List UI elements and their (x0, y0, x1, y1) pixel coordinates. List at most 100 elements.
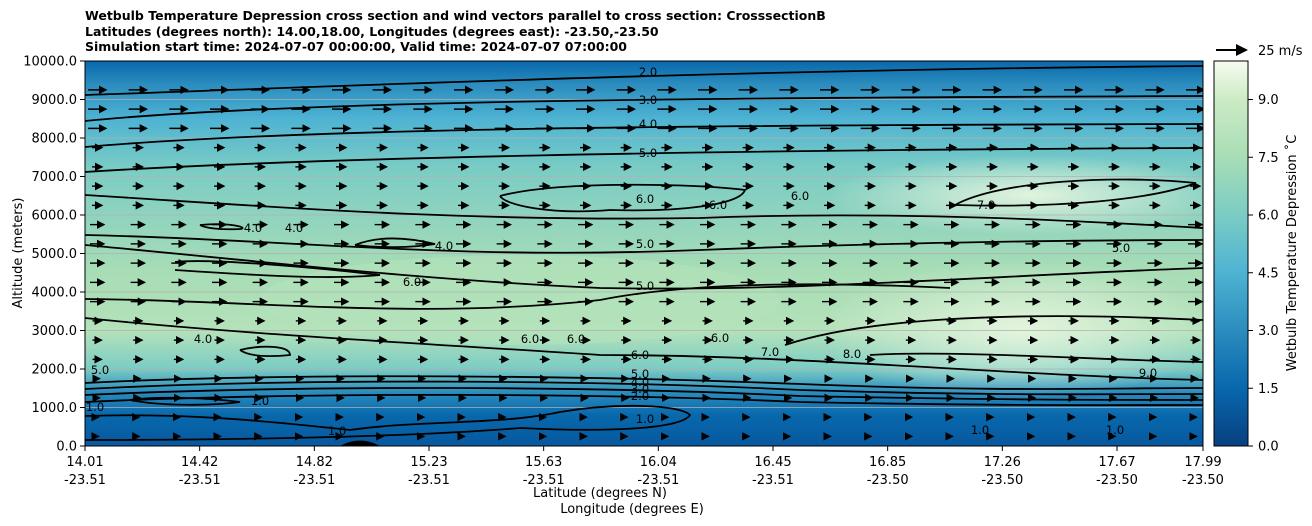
contour-line (85, 393, 1203, 407)
mid-layer-patch (260, 255, 780, 345)
contour-label: 1.0 (86, 400, 104, 414)
colorbar-tick-label: 7.5 (1258, 151, 1279, 166)
wind-vectors (88, 85, 1203, 441)
contour-label: 6.0 (567, 332, 585, 346)
contour-line (85, 380, 1203, 396)
contour-line (85, 244, 1203, 290)
contour-line (85, 375, 1203, 390)
contour-label: 2.0 (631, 389, 649, 403)
x-tick-label-lon: -23.51 (637, 473, 679, 488)
contour-line (499, 183, 747, 213)
contour-label: 5.0 (636, 279, 654, 293)
contour-label: 6.0 (711, 331, 729, 345)
x-axis-label-longitude: Longitude (degrees E) (560, 502, 704, 517)
x-tick-label-lat: 16.45 (754, 455, 791, 470)
y-axis-label: Altitude (meters) (11, 198, 26, 309)
y-axis: 0.0 1000.0 2000.0 3000.0 4000.0 5000.0 6000.0 7… (23, 55, 85, 455)
contour-label: 1.0 (1106, 423, 1124, 437)
contour-label: 1.0 (636, 412, 654, 426)
x-tick-label-lat: 17.67 (1098, 455, 1135, 470)
colorbar-tick-label: 1.5 (1258, 382, 1279, 397)
x-tick-label-lon: -23.50 (867, 473, 909, 488)
contour-label: 4.0 (285, 221, 303, 235)
contour-line (85, 317, 1203, 381)
y-tick-label: 0.0 (56, 440, 77, 455)
contour-label: 5.0 (639, 146, 657, 160)
colorbar-gradient (1213, 60, 1249, 447)
y-tick-label: 3000.0 (32, 324, 78, 339)
contour-labels: 2.03.04.05.06.05.05.06.05.04.03.02.01.06… (86, 65, 1157, 438)
colorbar-label: Wetbulb Temperature Depression ˚C (1284, 135, 1300, 372)
contour-label: 3.0 (639, 93, 657, 107)
title-line-2: Latitudes (degrees north): 14.00,18.00, … (85, 23, 659, 39)
contour-label: 8.0 (843, 347, 861, 361)
colorbar-tick-label: 9.0 (1258, 93, 1279, 108)
x-tick-label-lon: -23.50 (1096, 473, 1138, 488)
contour-line (85, 65, 1203, 96)
y-tick-label: 8000.0 (32, 132, 78, 147)
x-axis-label-latitude: Latitude (degrees N) (533, 486, 667, 501)
x-tick-label-lon: -23.51 (752, 473, 794, 488)
colorbar-ticks: 0.0 1.5 3.0 4.5 6.0 7.5 9.0 (1248, 93, 1279, 455)
contour-line (85, 387, 1203, 401)
chart-title: Wetbulb Temperature Depression cross sec… (85, 8, 826, 55)
y-tick-label: 2000.0 (32, 363, 78, 378)
moist-depression-patch-high (820, 260, 1203, 400)
y-tick-label: 7000.0 (32, 170, 78, 185)
x-axis: 14.01 -23.51 14.42 -23.51 14.82 -23.51 15.23 -2… (64, 446, 1224, 488)
x-tick-label-lat: 16.04 (640, 455, 677, 470)
wind-key-label: 25 m/s (1258, 44, 1303, 59)
contour-label: 4.0 (631, 375, 649, 389)
x-tick-label-lat: 17.26 (984, 455, 1021, 470)
contour-label: 5.0 (1112, 241, 1130, 255)
wind-key: 25 m/s (1216, 44, 1303, 59)
contour-line (85, 194, 1203, 229)
colorbar-tick-label: 6.0 (1258, 209, 1279, 224)
x-tick-label-lon: -23.51 (179, 473, 221, 488)
x-tick-label-lon: -23.51 (408, 473, 450, 488)
y-tick-label: 6000.0 (32, 209, 78, 224)
contour-line (129, 396, 241, 406)
contour-line (85, 234, 1203, 254)
colorbar-tick-label: 4.5 (1258, 266, 1279, 281)
colorbar: 0.0 1.5 3.0 4.5 6.0 7.5 9.0 Wetbulb Temperatur… (1213, 60, 1300, 455)
terrain-bump (340, 440, 380, 446)
title-line-1: Wetbulb Temperature Depression cross sec… (85, 8, 826, 23)
contour-line (784, 315, 1203, 346)
x-tick-label-lat: 14.01 (66, 455, 103, 470)
contour-line (354, 237, 436, 249)
x-tick-label-lon: -23.51 (64, 473, 106, 488)
x-tick-label-lat: 14.42 (181, 455, 218, 470)
contour-label: 4.0 (194, 332, 212, 346)
contour-label: 6.0 (636, 192, 654, 206)
contour-label: 2.0 (639, 65, 657, 79)
contour-label: 4.0 (435, 239, 453, 253)
x-tick-label-lon: -23.51 (523, 473, 565, 488)
title-line-3: Simulation start time: 2024-07-07 00:00:… (85, 39, 627, 54)
colorbar-tick-label: 0.0 (1258, 440, 1279, 455)
y-tick-label: 1000.0 (32, 401, 78, 416)
contour-label: 6.0 (521, 332, 539, 346)
x-tick-label-lat: 14.82 (296, 455, 333, 470)
y-tick-label: 9000.0 (32, 93, 78, 108)
contour-line (85, 147, 1203, 173)
x-tick-label-lat: 17.99 (1184, 455, 1221, 470)
contour-label: 1.0 (251, 394, 269, 408)
x-tick-label-lat: 15.63 (525, 455, 562, 470)
contour-line (85, 404, 692, 441)
contour-label: 6.0 (791, 189, 809, 203)
x-tick-label-lon: -23.50 (981, 473, 1023, 488)
x-tick-label-lon: -23.51 (293, 473, 335, 488)
y-tick-label: 10000.0 (23, 55, 77, 70)
contour-line (239, 345, 291, 358)
contour-label: 5.0 (91, 363, 109, 377)
plot-area: 2.03.04.05.06.05.05.06.05.04.03.02.01.06… (85, 61, 1203, 446)
contour-label: 6.0 (403, 275, 421, 289)
contour-label: 9.0 (1139, 366, 1157, 380)
contour-label: 7.0 (761, 345, 779, 359)
contour-label: 6.0 (631, 348, 649, 362)
contour-label: 1.0 (328, 424, 346, 438)
contour-line (85, 95, 1203, 122)
